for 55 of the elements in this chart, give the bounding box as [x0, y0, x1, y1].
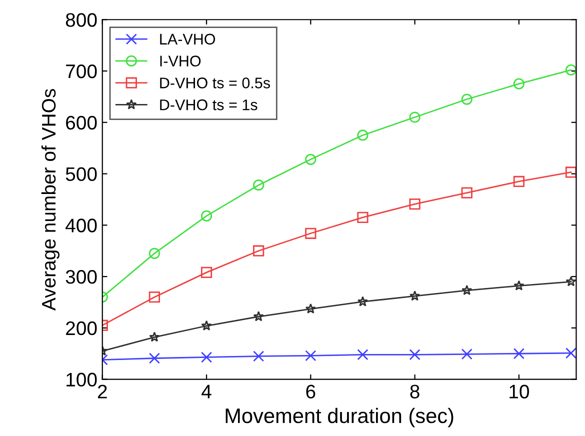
point — [357, 349, 368, 360]
point — [253, 245, 264, 256]
point — [565, 64, 576, 76]
x-tick-label: 8 — [410, 384, 420, 398]
point — [357, 296, 368, 306]
legend-label: D-VHO ts = 1s — [160, 99, 258, 110]
x-tick-label: 2 — [98, 384, 107, 398]
point — [514, 280, 524, 290]
y-tick-label: 200 — [66, 321, 97, 336]
point — [148, 352, 160, 364]
point — [201, 320, 212, 331]
point — [409, 112, 420, 123]
legend-label: D-VHO ts = 0.5s — [160, 78, 270, 88]
point — [357, 212, 368, 224]
point — [462, 284, 472, 296]
y-tick-label: 100 — [66, 372, 97, 387]
point — [148, 292, 160, 303]
y-tick-label: 800 — [66, 13, 97, 27]
point — [513, 78, 524, 90]
y-tick-label: 400 — [66, 218, 97, 232]
y-tick-label: 500 — [66, 167, 97, 182]
point — [357, 130, 368, 141]
legend-label: I-VHO — [160, 56, 201, 66]
point — [148, 248, 160, 259]
y-tick-label: 600 — [66, 116, 97, 130]
x-tick-label: 4 — [202, 384, 212, 398]
legend-label: LA-VHO — [160, 34, 216, 45]
y-tick-label: 700 — [66, 64, 97, 78]
point — [253, 350, 264, 362]
point — [305, 303, 316, 314]
point — [200, 266, 212, 278]
point — [305, 350, 316, 362]
point — [461, 348, 472, 360]
point — [305, 228, 316, 239]
x-tick-label: 10 — [510, 384, 529, 398]
point — [565, 348, 576, 359]
y-axis-title: Average number of VHOs — [41, 89, 60, 311]
y-tick-label: 300 — [66, 270, 97, 284]
point — [149, 332, 160, 342]
point — [461, 187, 472, 198]
point — [409, 198, 420, 210]
point — [200, 352, 212, 363]
point — [305, 154, 316, 165]
point — [409, 349, 420, 360]
point — [513, 348, 524, 360]
point — [253, 311, 264, 322]
x-tick-label: 6 — [306, 384, 316, 398]
point — [513, 176, 524, 188]
point — [566, 276, 576, 286]
point — [461, 94, 472, 105]
point — [253, 180, 264, 191]
x-axis-title: Movement duration (sec) — [226, 408, 454, 428]
point — [200, 210, 212, 222]
point — [565, 166, 576, 178]
point — [409, 290, 420, 301]
